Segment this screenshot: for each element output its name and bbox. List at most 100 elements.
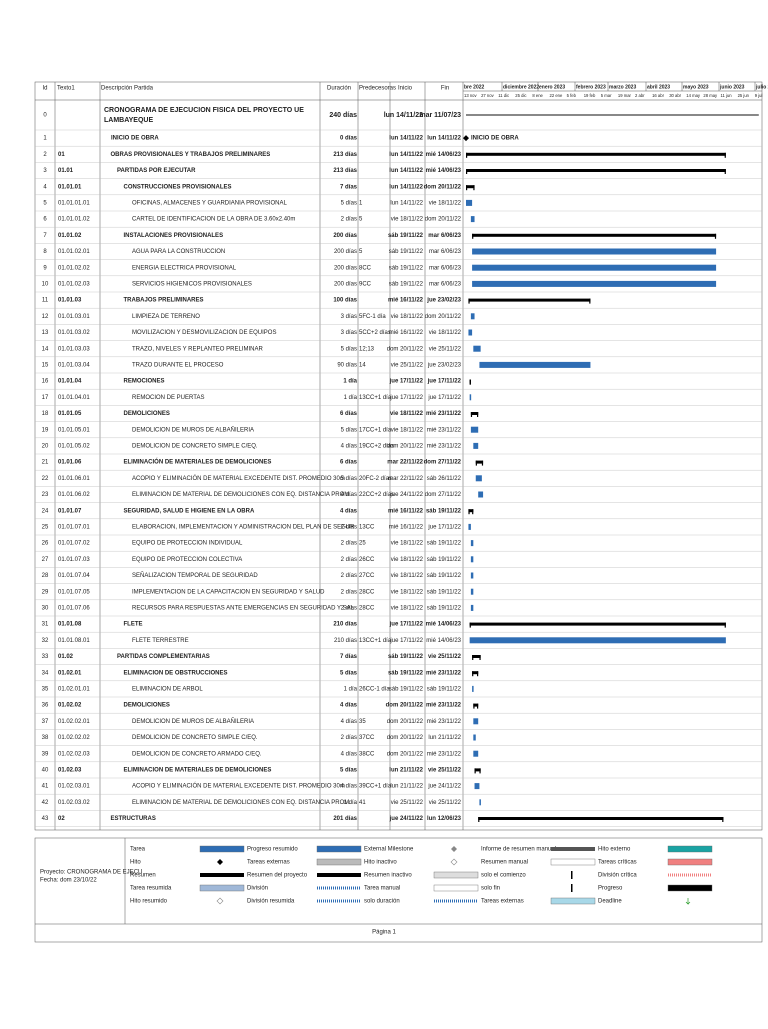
row-code: 01.01.05.01 bbox=[58, 427, 90, 433]
row-start: vie 18/11/22 bbox=[391, 589, 424, 595]
row-desc: ELIMINACIÓN DE MATERIALES DE DEMOLICIONE… bbox=[124, 458, 272, 466]
row-code: 01.01.04.01 bbox=[58, 395, 90, 401]
row-end: vie 18/11/22 bbox=[429, 330, 462, 336]
row-desc: INSTALACIONES PROVISIONALES bbox=[124, 233, 224, 239]
row-desc: ELIMINACION DE OBSTRUCCIONES bbox=[124, 670, 228, 676]
row-code: 01.01.06 bbox=[58, 460, 82, 466]
row-end: vie 25/11/22 bbox=[428, 767, 462, 773]
row-end: jue 23/02/23 bbox=[427, 362, 462, 368]
legend-label: Hito resumido bbox=[130, 899, 168, 905]
summary-bar bbox=[478, 817, 724, 820]
milestone bbox=[463, 135, 469, 142]
row-id: 10 bbox=[42, 281, 49, 287]
row-duration: 6 días bbox=[340, 460, 358, 466]
row-duration: 90 días bbox=[337, 362, 357, 368]
row-code: 01.01.01.01 bbox=[58, 200, 90, 206]
row-end: jue 24/11/22 bbox=[427, 784, 461, 790]
row-duration: 5 días bbox=[340, 767, 358, 773]
row-start: jue 24/11/22 bbox=[389, 816, 424, 822]
row-id: 2 bbox=[43, 152, 47, 158]
row-id: 36 bbox=[42, 703, 49, 709]
summary-cap bbox=[472, 509, 474, 515]
row-code: 01.01.08 bbox=[58, 622, 82, 628]
row-desc: SERVICIOS HIGIENICOS PROVISIONALES bbox=[132, 281, 252, 287]
legend-sample bbox=[316, 858, 362, 866]
row-id: 39 bbox=[42, 751, 49, 757]
row-id: 32 bbox=[42, 638, 49, 644]
month-label: julio 202 bbox=[755, 84, 768, 90]
row-duration: 4 días bbox=[340, 508, 358, 514]
row-duration: 3 días bbox=[341, 314, 357, 320]
week-label: 22 ene bbox=[550, 93, 563, 98]
row-id: 13 bbox=[42, 330, 49, 336]
row-end: vie 25/11/22 bbox=[428, 654, 462, 660]
row-duration: 1 día bbox=[343, 379, 357, 385]
row-duration: 2 días bbox=[341, 735, 357, 741]
legend-label: Resumen del proyecto bbox=[247, 873, 308, 879]
task-bar bbox=[473, 442, 479, 449]
milestone-label: INICIO DE OBRA bbox=[471, 136, 519, 142]
row-duration: 5 días bbox=[341, 427, 357, 433]
row-duration: 2 días bbox=[341, 605, 357, 611]
legend-label: Tarea manual bbox=[364, 886, 400, 892]
row-pred: 20FC-2 días bbox=[359, 476, 392, 482]
row-start: lun 14/11/22 bbox=[389, 168, 423, 174]
row-end: lun 21/11/22 bbox=[428, 735, 461, 741]
legend-label: Tarea resumida bbox=[130, 886, 172, 892]
summary-cap bbox=[479, 655, 481, 660]
task-bar bbox=[472, 264, 717, 271]
row-pred: 28CC bbox=[359, 605, 375, 611]
row-duration: 5 días bbox=[341, 346, 357, 352]
row-start: dom 20/11/22 bbox=[387, 346, 424, 352]
month-label: diciembre 2022 bbox=[503, 84, 539, 90]
task-bar bbox=[473, 750, 479, 757]
row-pred: 14 bbox=[359, 362, 366, 368]
row-end: sáb 19/11/22 bbox=[426, 508, 462, 514]
task-bar bbox=[470, 588, 474, 595]
row-code: 01.01.07.01 bbox=[58, 524, 90, 530]
row-start: mar 22/11/22 bbox=[387, 460, 423, 466]
row-desc: DEMOLICIONES bbox=[124, 411, 170, 417]
week-label: 13 nov bbox=[464, 93, 477, 98]
week-label: 19 mar bbox=[618, 93, 632, 98]
legend-label: Deadline bbox=[598, 899, 622, 905]
legend-label: External Milestone bbox=[364, 847, 414, 853]
row-start: sáb 19/11/22 bbox=[389, 281, 424, 287]
row-pred: 37CC bbox=[359, 735, 375, 741]
row-duration: 5 días bbox=[341, 476, 357, 482]
row-duration: 4 días bbox=[340, 703, 358, 709]
task-bar bbox=[479, 799, 481, 806]
row-desc: MOVILIZACION Y DESMOVILIZACION DE EQUIPO… bbox=[132, 330, 276, 336]
task-bar bbox=[470, 604, 474, 611]
row-end: dom 20/11/22 bbox=[425, 314, 462, 320]
row-pred: 35 bbox=[359, 719, 366, 725]
row-end: mar 6/06/23 bbox=[429, 281, 462, 287]
task-bar bbox=[475, 475, 482, 482]
task-bar bbox=[474, 783, 480, 790]
row-end: lun 14/11/22 bbox=[427, 136, 461, 142]
row-id: 38 bbox=[42, 735, 49, 741]
row-code: 01.01.08.01 bbox=[58, 638, 90, 644]
row-desc: EQUIPO DE PROTECCION INDIVIDUAL bbox=[132, 541, 243, 547]
legend-label: Resumen inactivo bbox=[364, 873, 412, 879]
row-duration: 5 días bbox=[341, 200, 357, 206]
row-end: jue 23/02/23 bbox=[426, 298, 461, 304]
legend-label: Progreso resumido bbox=[247, 847, 298, 853]
legend-label: Hito inactivo bbox=[364, 860, 397, 866]
legend-sample bbox=[667, 845, 713, 853]
row-desc: REMOCIONES bbox=[124, 379, 165, 385]
summary-cap bbox=[468, 298, 470, 304]
row-code: 01.02.01.01 bbox=[58, 686, 90, 692]
row-desc: TRAZO, NIVELES Y REPLANTEO PRELIMINAR bbox=[132, 346, 263, 352]
row-end: mié 14/06/23 bbox=[426, 152, 462, 158]
row-start: sáb 19/11/22 bbox=[389, 686, 424, 692]
row-id: 5 bbox=[43, 200, 47, 206]
row-end: sáb 19/11/22 bbox=[427, 686, 462, 692]
row-end: sáb 19/11/22 bbox=[427, 573, 462, 579]
row-desc: SEÑALIZACION TEMPORAL DE SEGURIDAD bbox=[132, 572, 258, 579]
row-pred: 41 bbox=[359, 800, 366, 806]
legend-sample bbox=[317, 873, 361, 877]
row-pred: 25 bbox=[359, 541, 366, 547]
row-desc: CONSTRUCCIONES PROVISIONALES bbox=[124, 184, 232, 190]
summary-cap bbox=[722, 817, 724, 822]
